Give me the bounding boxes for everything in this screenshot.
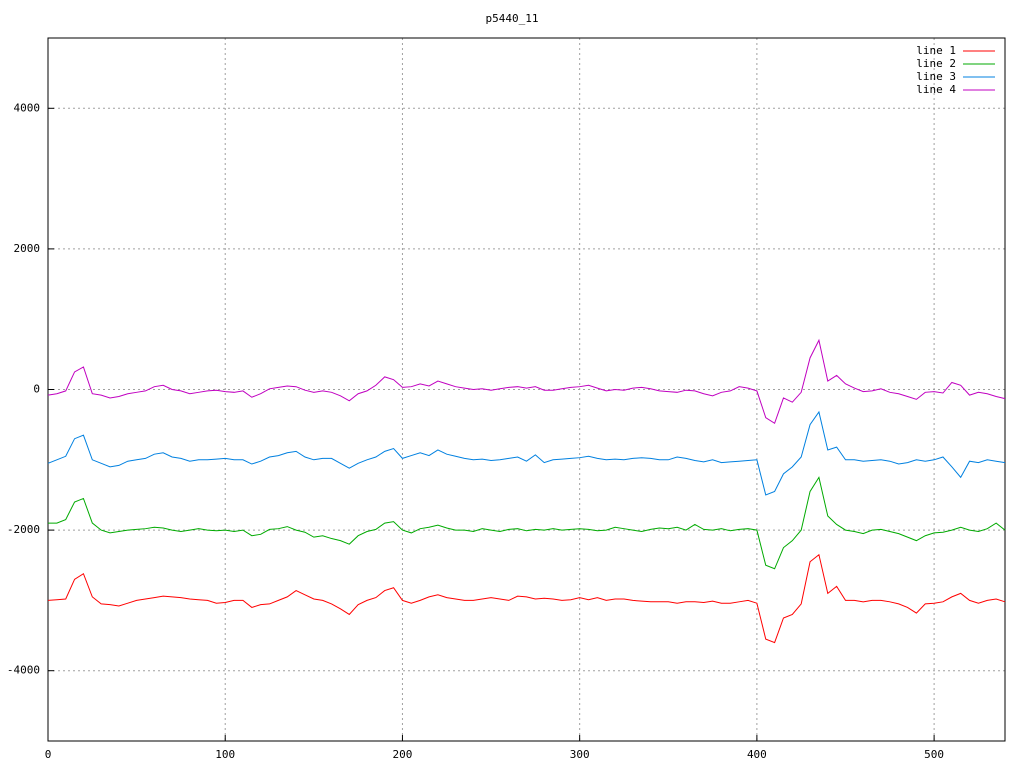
y-tick-label: 4000 [14,101,41,114]
y-tick-label: 2000 [14,242,41,255]
x-tick-label: 200 [393,748,413,761]
data-line [47,553,1006,644]
legend-label: line 4 [916,83,956,96]
chart-title: p5440_11 [486,12,539,25]
x-tick-label: 400 [747,748,767,761]
y-tick-label: -4000 [7,664,40,677]
data-line [47,410,1006,496]
y-tick-label: 0 [33,383,40,396]
legend-label: line 2 [916,57,956,70]
legend-label: line 1 [916,44,956,57]
y-tick-label: -2000 [7,523,40,536]
legend-label: line 3 [916,70,956,83]
x-tick-label: 500 [924,748,944,761]
data-line [48,476,1006,570]
x-tick-label: 100 [215,748,235,761]
data-line [47,338,1006,424]
x-tick-label: 300 [570,748,590,761]
x-tick-label: 0 [45,748,52,761]
plot-frame [47,37,1006,742]
